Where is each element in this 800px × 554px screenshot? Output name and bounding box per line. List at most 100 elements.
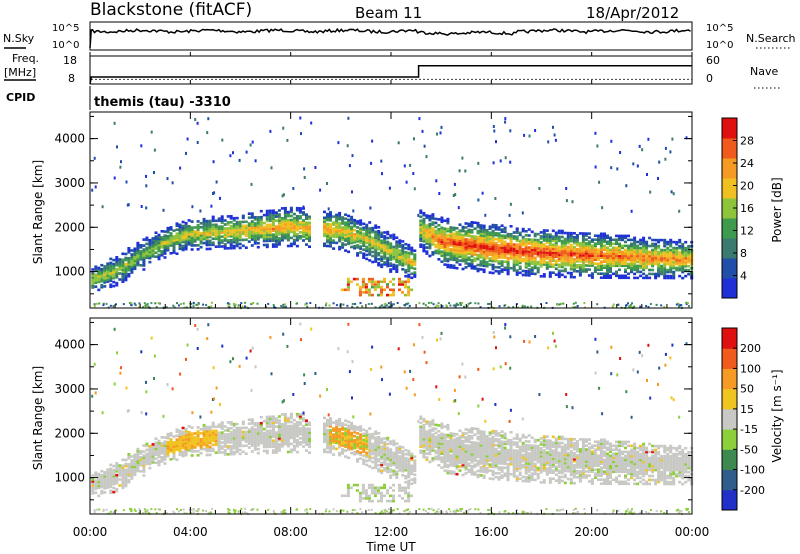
power-cell	[524, 271, 528, 275]
power-cell	[488, 239, 492, 242]
power-cell	[443, 257, 447, 260]
power-cell	[341, 244, 345, 247]
velocity-cell	[151, 449, 155, 452]
power-cell	[542, 251, 546, 254]
power-cell	[464, 246, 468, 249]
velocity-cell	[154, 461, 158, 464]
velocity-cell	[154, 453, 158, 456]
power-cell	[566, 245, 570, 249]
power-cell	[627, 258, 630, 262]
power-cell	[277, 241, 281, 244]
power-cell	[639, 274, 643, 278]
power-cell	[636, 256, 640, 260]
power-cell	[187, 235, 191, 238]
power-cell	[410, 258, 414, 262]
power-cell	[565, 199, 568, 203]
velocity-cell	[350, 431, 354, 435]
power-cell	[575, 248, 579, 251]
velocity-cell	[133, 459, 137, 463]
velocity-cell	[338, 453, 342, 457]
power-cell	[190, 228, 194, 231]
power-cell	[440, 240, 444, 243]
power-cell	[428, 254, 432, 258]
power-cell	[590, 238, 594, 241]
velocity-cell	[353, 450, 357, 454]
power-cell	[292, 216, 296, 220]
power-cell	[350, 227, 354, 231]
power-cell	[358, 293, 362, 297]
power-cell	[563, 243, 567, 247]
velocity-cell	[187, 441, 191, 444]
velocity-cell	[124, 474, 128, 478]
power-cell	[618, 254, 621, 258]
velocity-cell	[386, 462, 390, 466]
power-cell	[615, 240, 618, 244]
velocity-cell	[428, 440, 432, 444]
power-cell	[454, 305, 457, 308]
power-cell	[578, 250, 582, 253]
power-cell	[158, 302, 161, 305]
power-cell	[428, 218, 432, 222]
power-cell	[500, 252, 504, 255]
power-cell	[214, 223, 218, 227]
velocity-cell	[329, 425, 332, 428]
velocity-cell	[395, 474, 399, 477]
velocity-cell	[295, 414, 299, 418]
velocity-cell	[127, 463, 131, 466]
velocity-cell	[91, 486, 95, 489]
power-cell	[627, 246, 630, 250]
power-cell	[401, 244, 405, 247]
power-cell	[383, 245, 387, 248]
velocity-cell	[181, 446, 185, 450]
velocity-cell	[389, 454, 393, 457]
velocity-cell	[428, 448, 432, 452]
power-cell	[581, 246, 585, 249]
velocity-cell	[121, 486, 125, 489]
power-cell	[663, 276, 667, 280]
power-cell	[148, 260, 152, 264]
power-cell	[160, 230, 164, 233]
power-cell	[666, 260, 670, 264]
power-cell	[196, 304, 199, 306]
power-cell	[524, 246, 528, 249]
power-cell	[603, 254, 606, 257]
velocity-cell	[187, 445, 191, 448]
velocity-cell	[362, 458, 366, 461]
power-cell	[437, 218, 441, 221]
power-cell	[457, 206, 460, 210]
power-cell	[154, 241, 158, 244]
power-cell	[539, 257, 543, 260]
velocity-cell	[259, 427, 263, 431]
velocity-cell	[401, 446, 405, 449]
velocity-cell	[115, 473, 119, 477]
velocity-cell	[344, 439, 348, 442]
power-cell	[377, 285, 380, 289]
power-cell	[678, 268, 682, 272]
power-cell	[145, 246, 149, 250]
power-cell	[584, 234, 588, 237]
power-cell	[615, 256, 618, 260]
power-cell	[238, 220, 242, 224]
power-cell	[214, 235, 218, 239]
power-cell	[106, 280, 110, 283]
velocity-cell	[181, 436, 185, 440]
velocity-cell	[347, 436, 351, 440]
colorbar-tick-label: 20	[740, 180, 754, 193]
power-cell	[563, 231, 567, 235]
power-cell	[289, 228, 293, 232]
power-cell	[575, 242, 579, 245]
power-cell	[112, 272, 116, 276]
power-cell	[289, 218, 293, 222]
power-cell	[395, 248, 399, 251]
velocity-cell	[208, 435, 212, 439]
power-cell	[289, 214, 293, 218]
power-cell	[377, 261, 381, 265]
power-cell	[181, 246, 185, 250]
power-cell	[482, 262, 486, 266]
power-cell	[527, 234, 531, 237]
velocity-cell	[455, 450, 459, 454]
power-cell	[386, 244, 390, 248]
power-cell	[154, 255, 158, 258]
power-cell	[380, 251, 384, 255]
velocity-cell	[247, 438, 251, 441]
